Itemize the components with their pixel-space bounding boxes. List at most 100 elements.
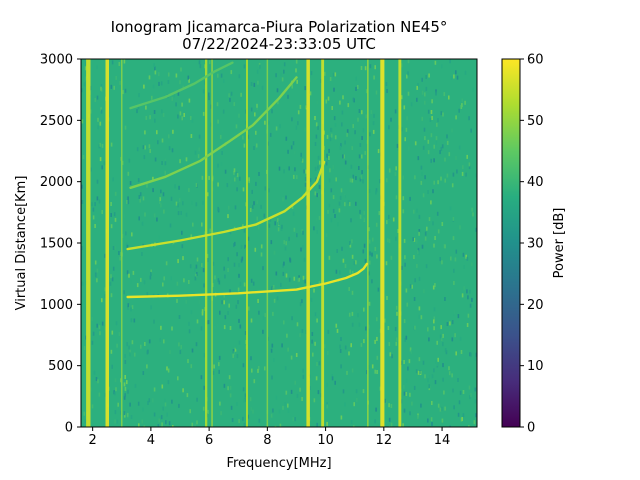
noise-speckle bbox=[160, 203, 162, 208]
noise-speckle bbox=[407, 366, 409, 371]
noise-speckle bbox=[296, 284, 299, 289]
noise-speckle bbox=[448, 366, 450, 371]
noise-speckle bbox=[97, 379, 99, 384]
noise-speckle bbox=[388, 342, 391, 347]
noise-speckle bbox=[317, 155, 320, 160]
noise-speckle bbox=[418, 214, 421, 219]
noise-speckle bbox=[427, 109, 430, 114]
noise-speckle bbox=[349, 241, 351, 245]
noise-speckle bbox=[369, 64, 372, 69]
noise-speckle bbox=[232, 349, 235, 353]
noise-speckle bbox=[318, 184, 321, 189]
noise-speckle bbox=[375, 188, 378, 193]
noise-speckle bbox=[178, 315, 181, 319]
noise-speckle bbox=[151, 95, 153, 100]
x-axis-label: Frequency[MHz] bbox=[226, 456, 331, 471]
noise-speckle bbox=[303, 169, 305, 174]
noise-speckle bbox=[114, 410, 117, 415]
noise-speckle bbox=[410, 349, 413, 354]
noise-speckle bbox=[290, 389, 293, 394]
noise-speckle bbox=[422, 145, 425, 150]
noise-speckle bbox=[268, 223, 271, 228]
noise-speckle bbox=[278, 221, 280, 225]
noise-speckle bbox=[182, 256, 184, 261]
noise-speckle bbox=[443, 92, 446, 97]
echo-trace bbox=[126, 262, 369, 299]
colorbar bbox=[501, 58, 521, 428]
noise-speckle bbox=[214, 275, 216, 280]
noise-speckle bbox=[403, 319, 406, 324]
noise-speckle bbox=[304, 182, 307, 187]
noise-speckle bbox=[99, 142, 102, 147]
colorbar-tick-label: 60 bbox=[527, 53, 544, 68]
noise-speckle bbox=[252, 204, 254, 209]
noise-speckle bbox=[388, 168, 391, 173]
noise-speckle bbox=[222, 79, 225, 84]
noise-speckle bbox=[351, 178, 354, 183]
noise-speckle bbox=[260, 252, 263, 257]
noise-speckle bbox=[198, 147, 201, 152]
noise-speckle bbox=[432, 221, 434, 226]
noise-speckle bbox=[138, 93, 140, 98]
noise-speckle bbox=[388, 214, 390, 219]
noise-speckle bbox=[137, 178, 140, 183]
noise-speckle bbox=[113, 212, 116, 217]
noise-speckle bbox=[304, 127, 306, 132]
noise-speckle bbox=[407, 91, 410, 96]
noise-speckle bbox=[202, 89, 205, 94]
noise-speckle bbox=[440, 111, 443, 116]
noise-speckle bbox=[418, 251, 420, 256]
noise-speckle bbox=[473, 420, 476, 425]
noise-speckle bbox=[365, 333, 367, 338]
noise-speckle bbox=[344, 140, 346, 145]
noise-speckle bbox=[296, 233, 298, 238]
noise-speckle bbox=[101, 165, 103, 170]
noise-speckle bbox=[318, 361, 321, 366]
noise-speckle bbox=[159, 199, 161, 204]
noise-speckle bbox=[189, 409, 191, 414]
noise-speckle bbox=[329, 137, 332, 142]
noise-speckle bbox=[182, 201, 184, 206]
noise-speckle bbox=[219, 134, 222, 139]
noise-speckle bbox=[421, 116, 423, 121]
noise-speckle bbox=[409, 196, 411, 201]
noise-speckle bbox=[283, 69, 285, 74]
noise-speckle bbox=[161, 384, 164, 389]
noise-speckle bbox=[90, 387, 93, 392]
noise-speckle bbox=[305, 330, 307, 334]
noise-speckle bbox=[149, 275, 152, 280]
noise-speckle bbox=[127, 200, 130, 205]
noise-speckle bbox=[456, 75, 459, 80]
noise-speckle bbox=[271, 343, 274, 348]
noise-speckle bbox=[335, 177, 337, 182]
noise-speckle bbox=[238, 273, 240, 278]
noise-speckle bbox=[185, 157, 188, 162]
noise-speckle bbox=[342, 258, 345, 263]
noise-speckle bbox=[90, 167, 92, 172]
noise-speckle bbox=[258, 310, 260, 315]
noise-speckle bbox=[103, 161, 106, 166]
noise-speckle bbox=[269, 132, 272, 137]
noise-speckle bbox=[352, 124, 354, 129]
noise-speckle bbox=[427, 190, 429, 194]
noise-speckle bbox=[353, 402, 355, 407]
noise-speckle bbox=[167, 134, 170, 139]
noise-speckle bbox=[402, 423, 404, 427]
noise-speckle bbox=[355, 86, 357, 91]
noise-speckle bbox=[394, 172, 397, 176]
colorbar-tick-label: 0 bbox=[527, 421, 535, 436]
noise-speckle bbox=[110, 84, 113, 89]
noise-speckle bbox=[165, 261, 168, 266]
colorbar-label: Power [dB] bbox=[552, 208, 567, 279]
noise-speckle bbox=[190, 310, 193, 315]
noise-speckle bbox=[164, 170, 166, 175]
colorbar-tick-label: 10 bbox=[527, 359, 544, 374]
noise-speckle bbox=[232, 353, 234, 358]
noise-speckle bbox=[228, 303, 230, 308]
noise-speckle bbox=[200, 326, 203, 331]
noise-speckle bbox=[94, 260, 97, 265]
noise-speckle bbox=[235, 124, 238, 129]
chart-title-line2: 07/22/2024-23:33:05 UTC bbox=[182, 35, 376, 53]
noise-speckle bbox=[309, 178, 312, 183]
noise-speckle bbox=[407, 71, 409, 76]
